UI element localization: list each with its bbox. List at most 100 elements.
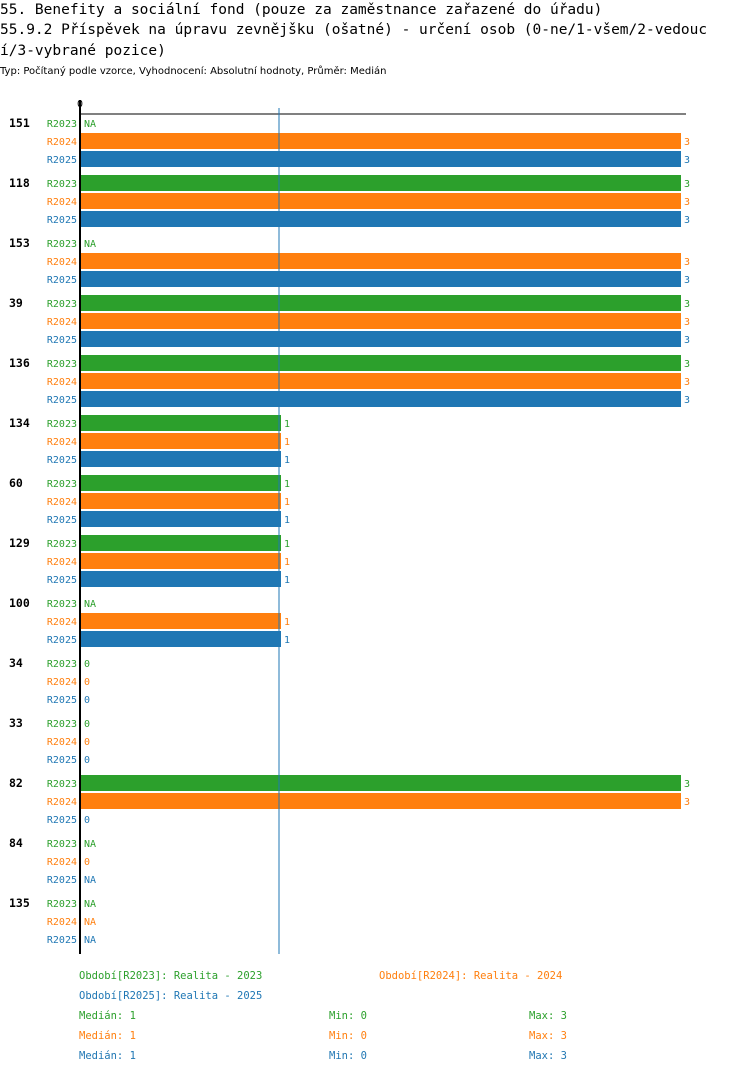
value-label-153-R2025: 3 [684,275,690,286]
series-label-129-R2024: R2024 [47,557,77,568]
value-label-129-R2025: 1 [284,575,290,586]
series-label-151-R2025: R2025 [47,155,77,166]
series-label-118-R2025: R2025 [47,215,77,226]
legend-median-r2023: Medián: 1 [79,1010,136,1022]
value-label-153-R2023: NA [84,239,96,250]
value-label-135-R2024: NA [84,917,96,928]
group-label-129: 129 [9,536,30,550]
legend-period-r2024: Období[R2024]: Realita - 2024 [379,970,563,982]
bar-39-R2025 [81,331,681,347]
value-label-84-R2023: NA [84,839,96,850]
series-label-34-R2025: R2025 [47,695,77,706]
series-label-82-R2024: R2024 [47,797,77,808]
series-label-60-R2024: R2024 [47,497,77,508]
bar-39-R2023 [81,295,681,311]
bar-129-R2023 [81,535,281,551]
bar-118-R2024 [81,193,681,209]
legend-period-r2023: Období[R2023]: Realita - 2023 [79,970,263,982]
value-label-84-R2025: NA [84,875,96,886]
chart-title-line-3: í/3-vybrané pozice) [0,43,166,59]
series-label-151-R2024: R2024 [47,137,77,148]
value-label-82-R2023: 3 [684,779,690,790]
value-label-118-R2024: 3 [684,197,690,208]
series-label-82-R2023: R2023 [47,779,77,790]
bar-60-R2025 [81,511,281,527]
bar-129-R2024 [81,553,281,569]
value-label-134-R2023: 1 [284,419,290,430]
series-label-118-R2024: R2024 [47,197,77,208]
value-label-100-R2025: 1 [284,635,290,646]
series-label-151-R2023: R2023 [47,119,77,130]
series-label-84-R2023: R2023 [47,839,77,850]
value-label-39-R2025: 3 [684,335,690,346]
group-label-134: 134 [9,416,30,430]
series-label-134-R2024: R2024 [47,437,77,448]
bar-151-R2025 [81,151,681,167]
series-label-34-R2024: R2024 [47,677,77,688]
value-label-134-R2024: 1 [284,437,290,448]
series-label-129-R2023: R2023 [47,539,77,550]
series-label-100-R2023: R2023 [47,599,77,610]
value-label-129-R2023: 1 [284,539,290,550]
value-label-153-R2024: 3 [684,257,690,268]
value-label-39-R2023: 3 [684,299,690,310]
value-label-60-R2024: 1 [284,497,290,508]
series-label-153-R2023: R2023 [47,239,77,250]
series-label-60-R2023: R2023 [47,479,77,490]
series-label-84-R2024: R2024 [47,857,77,868]
value-label-136-R2024: 3 [684,377,690,388]
series-label-136-R2024: R2024 [47,377,77,388]
value-label-136-R2023: 3 [684,359,690,370]
bar-82-R2024 [81,793,681,809]
group-label-84: 84 [9,836,23,850]
series-label-153-R2024: R2024 [47,257,77,268]
series-label-153-R2025: R2025 [47,275,77,286]
group-label-39: 39 [9,296,23,310]
bar-60-R2023 [81,475,281,491]
group-label-151: 151 [9,116,30,130]
legend-max-r2024: Max: 3 [529,1030,567,1042]
value-label-151-R2025: 3 [684,155,690,166]
value-label-129-R2024: 1 [284,557,290,568]
bar-82-R2023 [81,775,681,791]
bar-118-R2023 [81,175,681,191]
group-label-82: 82 [9,776,23,790]
series-label-135-R2023: R2023 [47,899,77,910]
legend-max-r2023: Max: 3 [529,1010,567,1022]
series-label-33-R2023: R2023 [47,719,77,730]
bar-134-R2025 [81,451,281,467]
value-label-33-R2025: 0 [84,755,90,766]
bar-136-R2023 [81,355,681,371]
series-label-135-R2024: R2024 [47,917,77,928]
chart-title-line-2: 55.9.2 Příspěvek na úpravu zevnějšku (oš… [0,22,708,38]
chart-subtitle: Typ: Počítaný podle vzorce, Vyhodnocení:… [0,66,387,77]
series-label-34-R2023: R2023 [47,659,77,670]
bar-151-R2024 [81,133,681,149]
value-label-33-R2023: 0 [84,719,90,730]
bar-100-R2025 [81,631,281,647]
series-label-135-R2025: R2025 [47,935,77,946]
group-label-136: 136 [9,356,30,370]
value-label-82-R2024: 3 [684,797,690,808]
series-label-129-R2025: R2025 [47,575,77,586]
value-label-84-R2024: 0 [84,857,90,868]
legend-max-r2025: Max: 3 [529,1050,567,1062]
chart-title-line-1: 55. Benefity a sociální fond (pouze za z… [0,2,603,18]
value-label-135-R2025: NA [84,935,96,946]
value-label-135-R2023: NA [84,899,96,910]
series-label-39-R2024: R2024 [47,317,77,328]
series-label-39-R2023: R2023 [47,299,77,310]
value-label-100-R2024: 1 [284,617,290,628]
value-label-34-R2023: 0 [84,659,90,670]
value-label-82-R2025: 0 [84,815,90,826]
legend-period-r2025: Období[R2025]: Realita - 2025 [79,990,263,1002]
series-label-136-R2025: R2025 [47,395,77,406]
bar-153-R2024 [81,253,681,269]
value-label-100-R2023: NA [84,599,96,610]
bar-136-R2024 [81,373,681,389]
group-label-135: 135 [9,896,30,910]
bar-39-R2024 [81,313,681,329]
bar-136-R2025 [81,391,681,407]
value-label-118-R2023: 3 [684,179,690,190]
legend-min-r2024: Min: 0 [329,1030,367,1042]
